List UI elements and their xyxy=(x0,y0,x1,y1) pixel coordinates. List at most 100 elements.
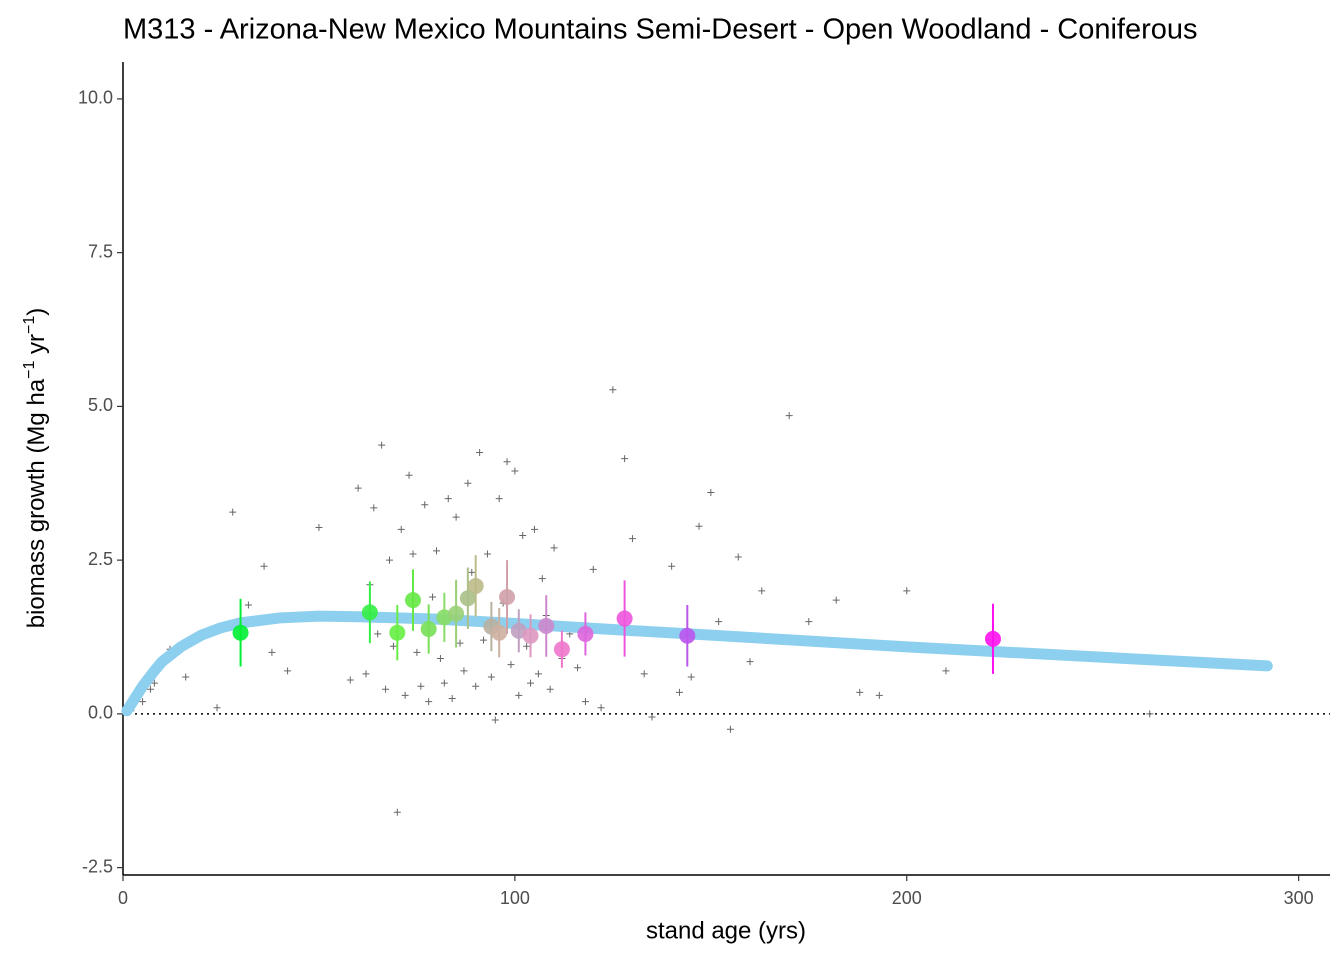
data-point xyxy=(385,556,393,564)
data-point xyxy=(621,455,629,463)
mean-point xyxy=(467,577,484,594)
data-point xyxy=(429,593,437,601)
data-point xyxy=(417,682,425,690)
mean-point xyxy=(538,617,555,634)
data-point xyxy=(362,670,370,678)
data-point xyxy=(1146,710,1154,718)
data-point xyxy=(507,661,515,669)
data-point xyxy=(413,648,421,656)
data-point xyxy=(284,667,292,675)
data-point xyxy=(436,655,444,663)
mean-point xyxy=(448,605,465,622)
data-point xyxy=(687,673,695,681)
data-point xyxy=(370,504,378,512)
data-point xyxy=(581,698,589,706)
data-point xyxy=(397,525,405,533)
y-tick-label: 7.5 xyxy=(88,241,113,261)
data-point xyxy=(483,550,491,558)
data-point xyxy=(452,513,460,521)
data-point xyxy=(460,667,468,675)
data-point xyxy=(393,808,401,816)
data-point xyxy=(495,495,503,503)
data-point xyxy=(503,458,511,466)
data-point xyxy=(229,508,237,516)
mean-point xyxy=(361,604,378,621)
mean-point xyxy=(984,630,1001,647)
data-point xyxy=(648,713,656,721)
mean-point xyxy=(499,589,516,606)
data-point xyxy=(546,685,554,693)
data-point xyxy=(182,673,190,681)
data-point xyxy=(480,636,488,644)
data-point xyxy=(146,685,154,693)
mean-point xyxy=(679,627,696,644)
data-point xyxy=(268,648,276,656)
data-point xyxy=(378,441,386,449)
mean-point xyxy=(577,625,594,642)
data-point xyxy=(421,501,429,509)
x-axis-label: stand age (yrs) xyxy=(646,917,806,944)
y-tick-label: -2.5 xyxy=(82,856,113,876)
data-point xyxy=(448,695,456,703)
mean-point xyxy=(522,627,539,644)
data-point xyxy=(538,575,546,583)
data-point xyxy=(805,618,813,626)
label-part: biomass growth (Mg ha xyxy=(23,378,50,628)
data-point xyxy=(374,630,382,638)
data-point xyxy=(260,562,268,570)
data-point xyxy=(523,642,531,650)
data-point xyxy=(425,698,433,706)
data-point xyxy=(903,587,911,595)
y-tick-label: 0.0 xyxy=(88,703,113,723)
data-point xyxy=(150,679,158,687)
data-point xyxy=(675,688,683,696)
y-tick-label: 5.0 xyxy=(88,395,113,415)
data-point xyxy=(589,565,597,573)
data-point xyxy=(515,691,523,699)
data-point xyxy=(401,691,409,699)
mean-point xyxy=(459,590,476,607)
data-point xyxy=(433,547,441,555)
data-point xyxy=(491,716,499,724)
data-point xyxy=(668,562,676,570)
label-part: yr xyxy=(23,334,50,361)
data-point xyxy=(640,670,648,678)
mean-point xyxy=(616,610,633,627)
data-point xyxy=(315,524,323,532)
chart-title: M313 - Arizona-New Mexico Mountains Semi… xyxy=(123,14,1198,46)
superscript: −1 xyxy=(21,361,38,379)
data-point xyxy=(472,682,480,690)
data-point xyxy=(726,725,734,733)
data-point xyxy=(139,698,147,706)
data-point xyxy=(444,495,452,503)
mean-point xyxy=(420,621,437,638)
data-point xyxy=(550,544,558,552)
data-point xyxy=(527,679,535,687)
mean-point xyxy=(404,592,421,609)
data-point xyxy=(440,679,448,687)
y-axis-label: biomass growth (Mg ha−1 yr−1) xyxy=(21,308,51,629)
data-point xyxy=(758,587,766,595)
y-tick-label: 10.0 xyxy=(78,88,113,108)
mean-point xyxy=(553,641,570,658)
data-point xyxy=(715,618,723,626)
mean-point xyxy=(389,624,406,641)
data-point xyxy=(746,658,754,666)
data-point xyxy=(609,386,617,394)
data-point xyxy=(597,704,605,712)
data-point xyxy=(707,488,715,496)
data-point xyxy=(530,525,538,533)
data-point xyxy=(405,471,413,479)
data-point xyxy=(856,688,864,696)
data-point xyxy=(574,664,582,672)
data-point xyxy=(942,667,950,675)
data-point xyxy=(785,412,793,420)
data-point xyxy=(456,639,464,647)
data-point xyxy=(487,673,495,681)
data-point xyxy=(468,568,476,576)
x-tick-label: 100 xyxy=(500,888,530,908)
x-tick-label: 200 xyxy=(892,888,922,908)
x-tick-label: 0 xyxy=(118,888,128,908)
fit-line xyxy=(121,610,1273,717)
